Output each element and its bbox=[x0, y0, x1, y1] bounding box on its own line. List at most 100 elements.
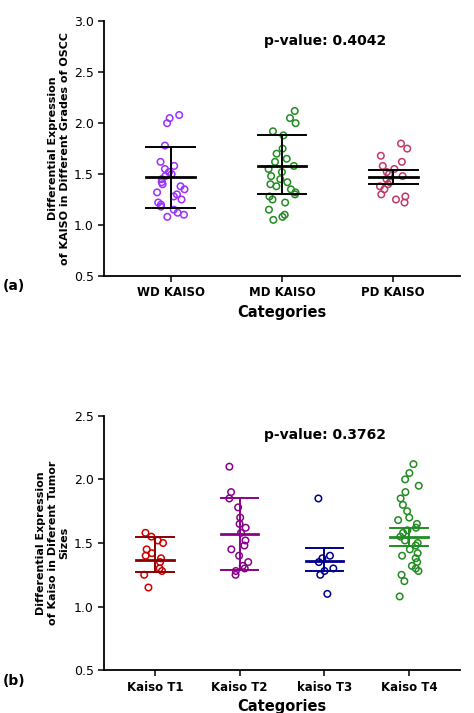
Point bbox=[377, 189, 385, 200]
Point bbox=[397, 138, 405, 149]
Point bbox=[161, 163, 169, 175]
Point bbox=[384, 178, 392, 190]
Point bbox=[398, 156, 406, 168]
Point bbox=[281, 209, 289, 220]
Point bbox=[276, 173, 284, 185]
Point bbox=[158, 565, 166, 577]
Point bbox=[283, 153, 291, 165]
Point bbox=[291, 189, 299, 200]
Text: p-value: 0.3762: p-value: 0.3762 bbox=[264, 429, 386, 443]
Point bbox=[158, 173, 165, 185]
Point bbox=[235, 550, 243, 561]
Point bbox=[170, 160, 178, 172]
Point bbox=[414, 548, 421, 559]
Point bbox=[158, 177, 165, 188]
Point bbox=[403, 525, 411, 536]
Point bbox=[381, 184, 388, 195]
Point bbox=[283, 177, 291, 188]
Point bbox=[234, 502, 242, 513]
Point bbox=[237, 512, 244, 523]
Point bbox=[147, 531, 155, 543]
Point bbox=[237, 527, 245, 538]
Point bbox=[236, 518, 243, 530]
Point bbox=[315, 493, 322, 504]
Point bbox=[280, 130, 287, 141]
Point bbox=[386, 177, 394, 188]
Point bbox=[410, 458, 417, 470]
Point bbox=[241, 540, 248, 551]
Point bbox=[401, 486, 409, 498]
Point bbox=[412, 563, 419, 574]
Point bbox=[142, 527, 149, 538]
Point bbox=[290, 160, 298, 172]
Point bbox=[412, 540, 419, 551]
Point bbox=[173, 189, 181, 200]
Point bbox=[401, 535, 409, 546]
Point bbox=[245, 556, 252, 568]
Point bbox=[412, 553, 419, 564]
Point bbox=[399, 527, 407, 538]
Point bbox=[315, 556, 323, 568]
Point bbox=[162, 170, 169, 182]
Point bbox=[168, 168, 175, 180]
Point bbox=[178, 194, 185, 205]
Point bbox=[415, 565, 422, 577]
Point bbox=[408, 560, 416, 572]
Point bbox=[226, 461, 233, 473]
Point bbox=[140, 569, 148, 580]
Point bbox=[401, 191, 409, 202]
Point bbox=[159, 178, 166, 190]
Text: (b): (b) bbox=[2, 674, 25, 688]
Point bbox=[291, 106, 299, 117]
Point bbox=[376, 180, 384, 192]
Point bbox=[148, 548, 156, 559]
Point bbox=[412, 522, 420, 533]
Point bbox=[157, 201, 165, 212]
Point bbox=[157, 156, 164, 168]
Point bbox=[165, 166, 173, 178]
Point bbox=[292, 187, 299, 198]
Point bbox=[329, 563, 337, 574]
Point bbox=[159, 538, 167, 549]
Point bbox=[226, 493, 233, 504]
Point bbox=[399, 170, 406, 182]
Point bbox=[398, 550, 406, 561]
Point bbox=[143, 543, 150, 555]
Point bbox=[153, 187, 161, 198]
Point bbox=[379, 160, 386, 172]
Point bbox=[241, 563, 248, 574]
Point bbox=[321, 565, 328, 577]
Point bbox=[170, 191, 178, 202]
Point bbox=[413, 518, 421, 530]
Point bbox=[406, 467, 413, 478]
Point bbox=[405, 512, 413, 523]
Point bbox=[397, 531, 404, 543]
Point bbox=[265, 204, 273, 215]
Point bbox=[406, 543, 414, 555]
Point bbox=[157, 553, 165, 564]
Point bbox=[401, 575, 408, 587]
Point bbox=[174, 207, 182, 218]
Point bbox=[163, 118, 171, 129]
Text: (a): (a) bbox=[2, 279, 25, 293]
Point bbox=[282, 197, 289, 208]
Point bbox=[266, 178, 274, 190]
Point bbox=[155, 197, 162, 208]
Point bbox=[403, 506, 411, 517]
Point bbox=[175, 109, 183, 120]
Point bbox=[383, 166, 391, 178]
Point bbox=[286, 113, 294, 124]
Point bbox=[156, 556, 164, 568]
Point bbox=[232, 565, 240, 577]
Point bbox=[180, 209, 188, 220]
Point bbox=[269, 125, 277, 137]
Point bbox=[267, 170, 275, 182]
Point bbox=[161, 140, 169, 151]
Text: p-value: 0.4042: p-value: 0.4042 bbox=[264, 34, 386, 48]
Point bbox=[157, 199, 165, 210]
Point bbox=[142, 550, 149, 561]
Point bbox=[377, 150, 384, 161]
Point bbox=[396, 591, 403, 602]
Point bbox=[156, 563, 164, 574]
Point bbox=[270, 214, 277, 225]
